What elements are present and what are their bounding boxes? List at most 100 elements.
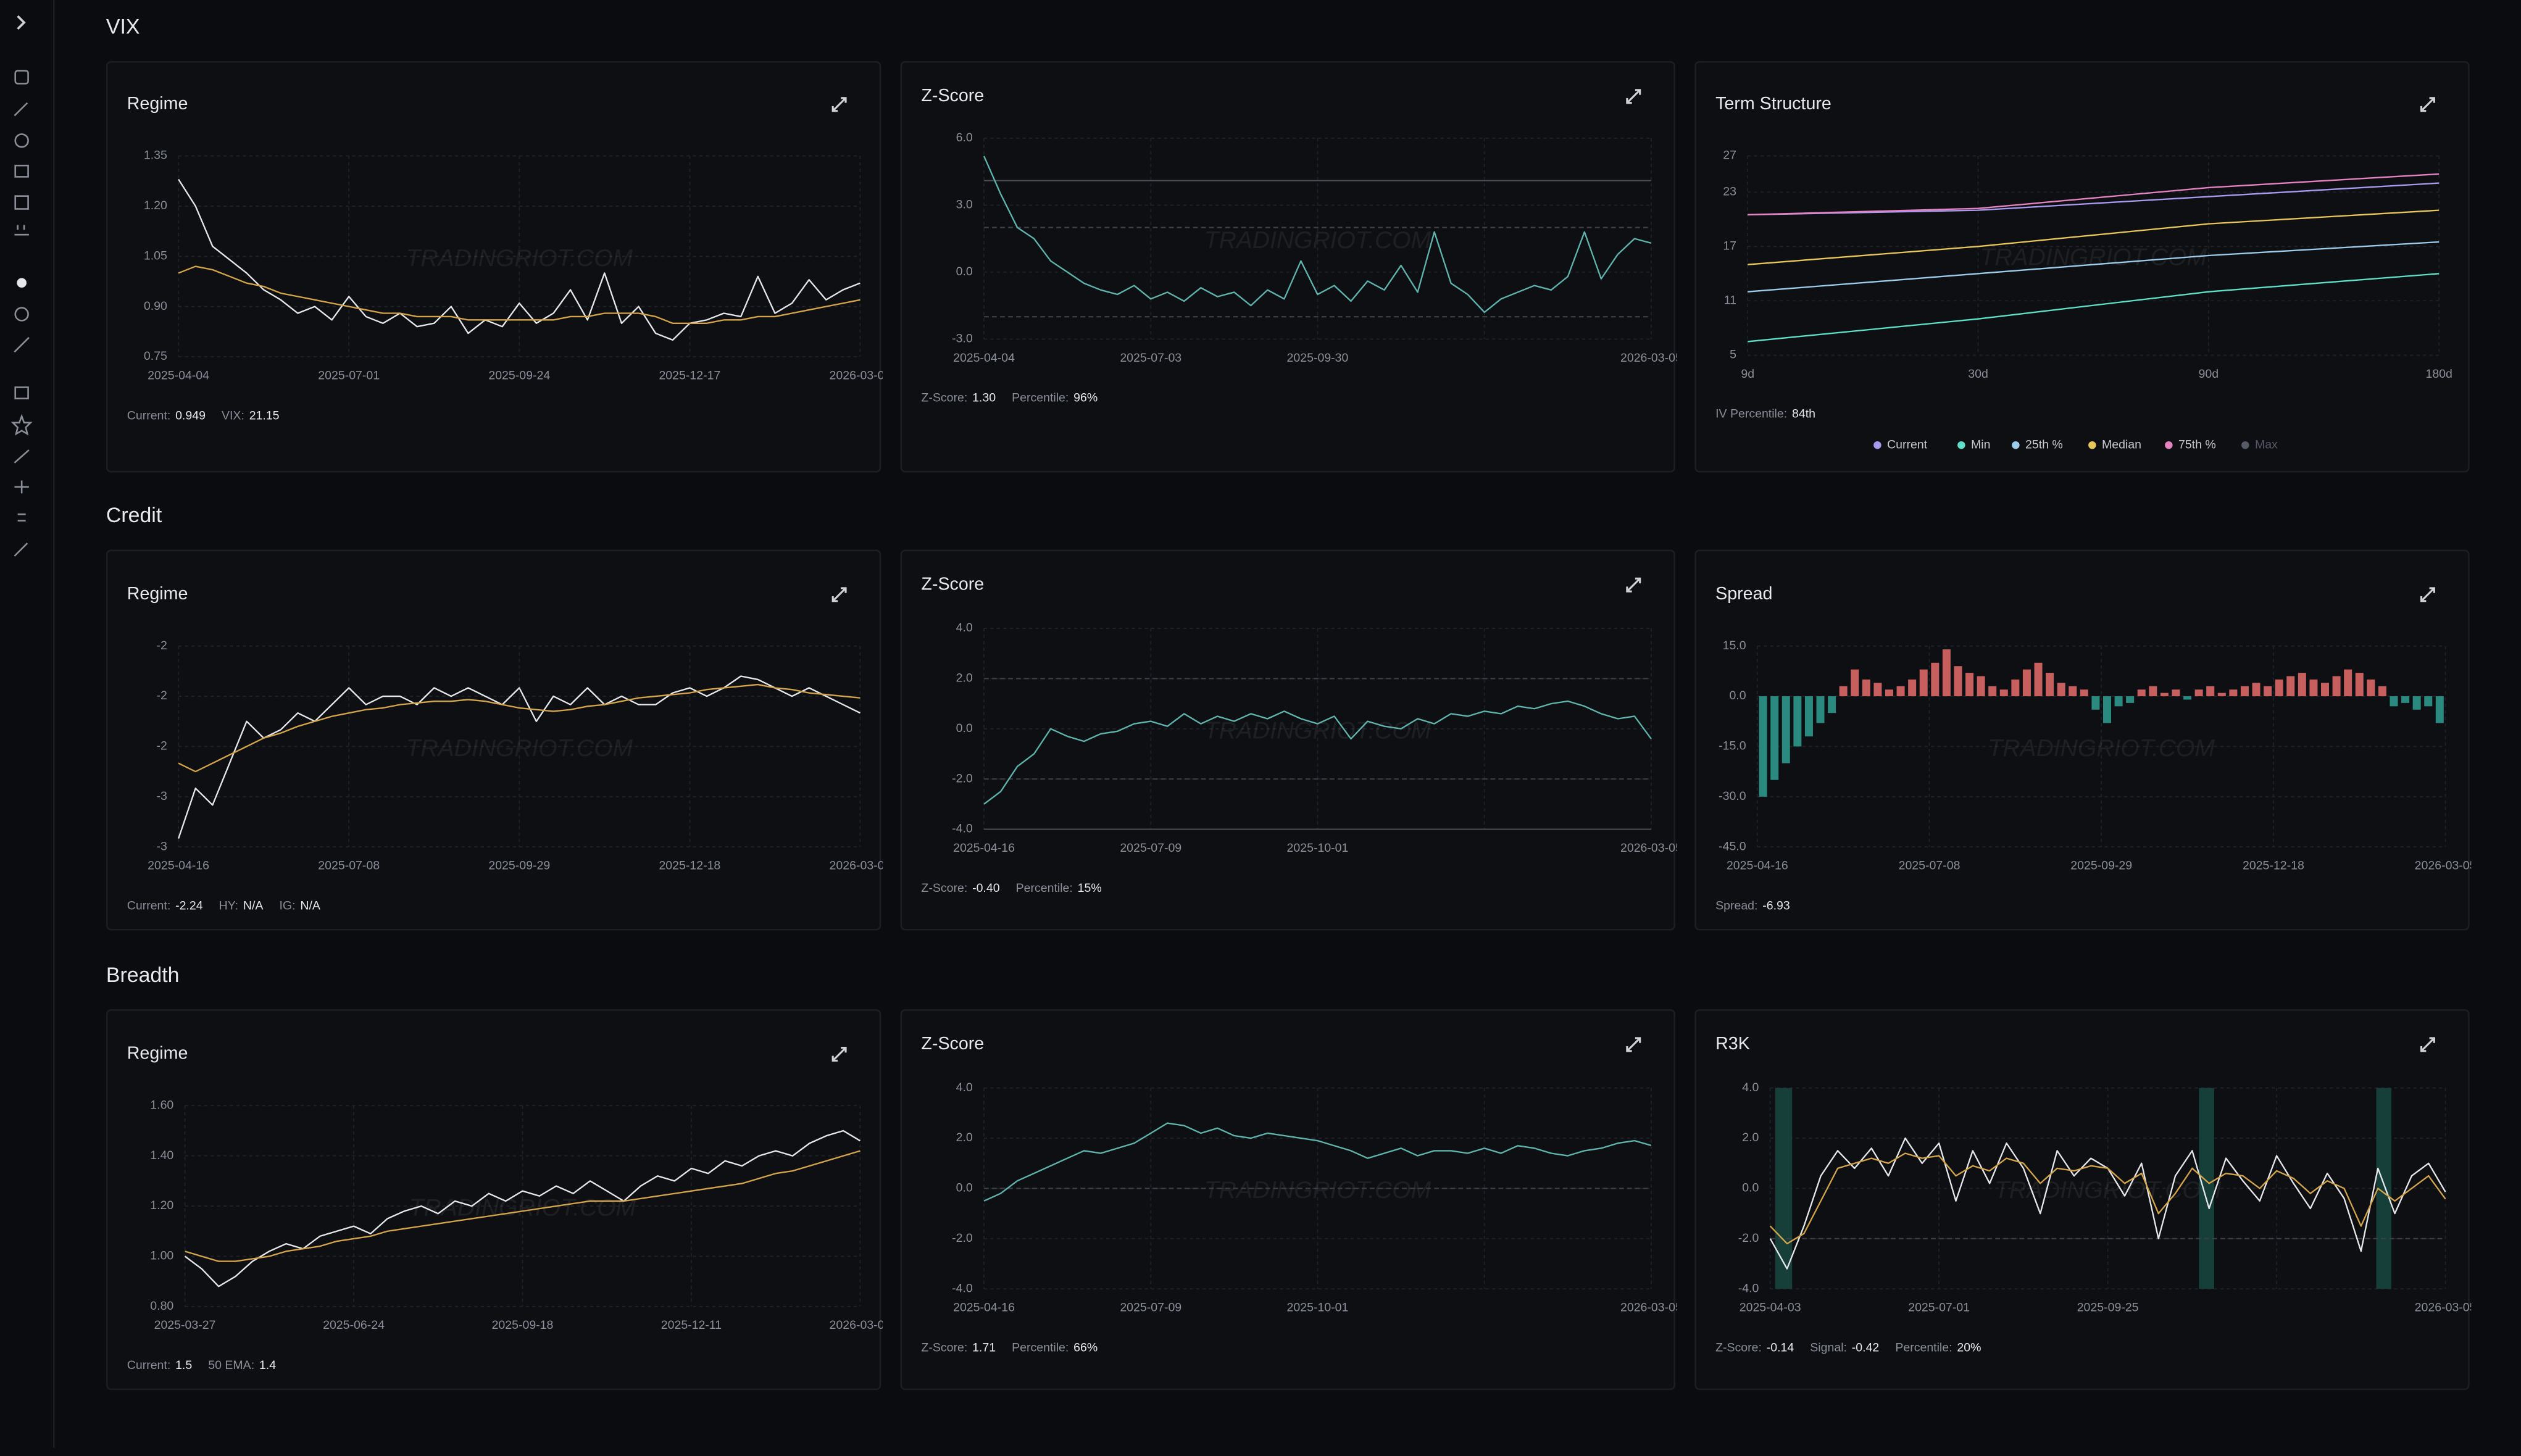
bar	[2401, 696, 2410, 703]
bar	[2069, 686, 2077, 697]
x-tick-label: 2025-09-18	[492, 1318, 554, 1332]
y-tick-label: 4.0	[956, 1081, 973, 1094]
stat-value: 96%	[1073, 391, 1098, 405]
star-icon[interactable]	[10, 414, 33, 436]
expand-icon	[831, 587, 847, 602]
watermark: TRADINGRIOT.COM	[1204, 717, 1431, 744]
bar	[1908, 679, 1917, 697]
active-icon[interactable]	[17, 278, 27, 288]
stat-label: Z-Score:	[1715, 1341, 1762, 1355]
bar	[2424, 696, 2433, 707]
coin-icon[interactable]	[14, 307, 29, 322]
legend-label: Min	[1971, 438, 1990, 451]
stat-label: Percentile:	[1012, 391, 1069, 405]
x-tick-label: 2025-10-01	[1287, 841, 1349, 855]
legend-swatch	[2012, 441, 2020, 449]
chart-card: Regime 0.75 0.90 1.05 1.20 1.35 2025-04-04 2025…	[106, 60, 883, 473]
y-tick-label: -3.0	[952, 332, 973, 346]
expand-button[interactable]	[1626, 1037, 1641, 1052]
series-line	[185, 1150, 860, 1262]
y-tick-label: 0.0	[956, 265, 973, 278]
stat-label: Z-Score:	[921, 1341, 967, 1355]
stats: Z-Score: -0.14 Signal: -0.42 Percentile: 20%	[1715, 1341, 1981, 1355]
legend-swatch	[2088, 441, 2096, 449]
expand-button[interactable]	[2420, 97, 2435, 112]
chart-title: R3K	[1715, 1034, 1750, 1054]
expand-icon	[831, 97, 847, 112]
expand-button[interactable]	[831, 1047, 847, 1062]
bar	[2264, 686, 2272, 697]
home-icon[interactable]	[14, 70, 29, 85]
bar	[1885, 689, 1893, 697]
x-tick-label: 2026-03-05	[1620, 1301, 1677, 1315]
news-icon[interactable]	[14, 195, 29, 210]
expand-button[interactable]	[2420, 1037, 2435, 1052]
chart: R3K -4.0 -2.0 0.0 2.0 4.0 2025-04-03 2025-07-01…	[1715, 1034, 2471, 1355]
bar	[2172, 689, 2180, 697]
series-line	[1748, 182, 2440, 216]
x-tick-label: 2025-04-16	[1727, 859, 1788, 873]
bar	[1896, 686, 1905, 697]
bar	[1804, 696, 1813, 737]
series-line	[1769, 1152, 2446, 1245]
bar	[2057, 683, 2065, 697]
y-tick-label: -15.0	[1719, 739, 1746, 753]
series-line	[178, 178, 860, 341]
expand-button[interactable]	[1626, 89, 1641, 104]
stat-label: Current:	[127, 899, 171, 913]
chart-title: Spread	[1715, 584, 1772, 604]
stat-label: Current:	[127, 1358, 171, 1372]
series-line	[983, 1122, 1652, 1202]
bar	[1919, 669, 1928, 697]
legend-swatch	[2241, 441, 2249, 449]
globe-icon[interactable]	[14, 133, 29, 148]
bar	[2252, 683, 2261, 697]
stats: IV Percentile: 84th	[1715, 407, 1815, 421]
expand-button[interactable]	[831, 97, 847, 112]
stat-label: Percentile:	[1016, 881, 1073, 895]
stat-label: IG:	[280, 899, 296, 913]
y-tick-label: -3	[157, 789, 167, 803]
wrench-icon[interactable]	[14, 543, 28, 557]
edit-icon[interactable]	[14, 102, 28, 117]
list-icon[interactable]	[17, 513, 26, 522]
expand-sidebar[interactable]	[17, 15, 26, 30]
y-tick-label: 0.90	[144, 299, 167, 313]
stat-label: IV Percentile:	[1715, 407, 1787, 421]
stats: Current: 0.949 VIX: 21.15	[127, 409, 280, 423]
chart: Z-Score -3.0 0.0 3.0 6.0 2025-04-04 2025-07-03…	[921, 86, 1677, 405]
series-line	[1748, 273, 2440, 343]
tools-icon[interactable]	[14, 449, 30, 464]
stat-label: 50 EMA:	[208, 1358, 254, 1372]
stat-value: 1.71	[972, 1341, 996, 1355]
bar	[1759, 696, 1767, 797]
bar	[2126, 696, 2135, 703]
stat-label: HY:	[219, 899, 238, 913]
expand-button[interactable]	[2420, 587, 2435, 602]
y-tick-label: 1.35	[144, 149, 167, 162]
chart-card: Z-Score -4.0 -2.0 0.0 2.0 4.0 2025-04-16 2025-0…	[900, 549, 1677, 931]
section-title: Breadth	[106, 962, 180, 987]
stat-label: Percentile:	[1895, 1341, 1952, 1355]
legend-label: 25th %	[2025, 438, 2063, 451]
folder-icon[interactable]	[14, 386, 29, 400]
chart-icon[interactable]	[14, 225, 29, 236]
y-tick-label: 15.0	[1723, 639, 1746, 652]
expand-icon	[1626, 89, 1641, 104]
expand-button[interactable]	[1626, 577, 1641, 593]
scale-icon[interactable]	[14, 480, 29, 494]
rocket-icon[interactable]	[14, 336, 30, 353]
expand-icon	[831, 1047, 847, 1062]
book-icon[interactable]	[14, 164, 29, 178]
y-tick-label: -4.0	[952, 1281, 973, 1295]
bar	[2390, 696, 2398, 707]
bar	[2206, 686, 2215, 697]
legend-label: Current	[1887, 438, 1928, 451]
stats: Z-Score: 1.71 Percentile: 66%	[921, 1341, 1098, 1355]
chart: Term Structure 5 11 17 23 27 9d 30d 90d 180d TRADI…	[1715, 94, 2452, 452]
y-tick-label: 11	[1724, 294, 1736, 307]
expand-button[interactable]	[831, 587, 847, 602]
y-tick-label: 1.20	[144, 199, 167, 212]
x-tick-label: 180d	[2425, 367, 2452, 381]
x-tick-label: 2025-09-24	[488, 368, 550, 382]
